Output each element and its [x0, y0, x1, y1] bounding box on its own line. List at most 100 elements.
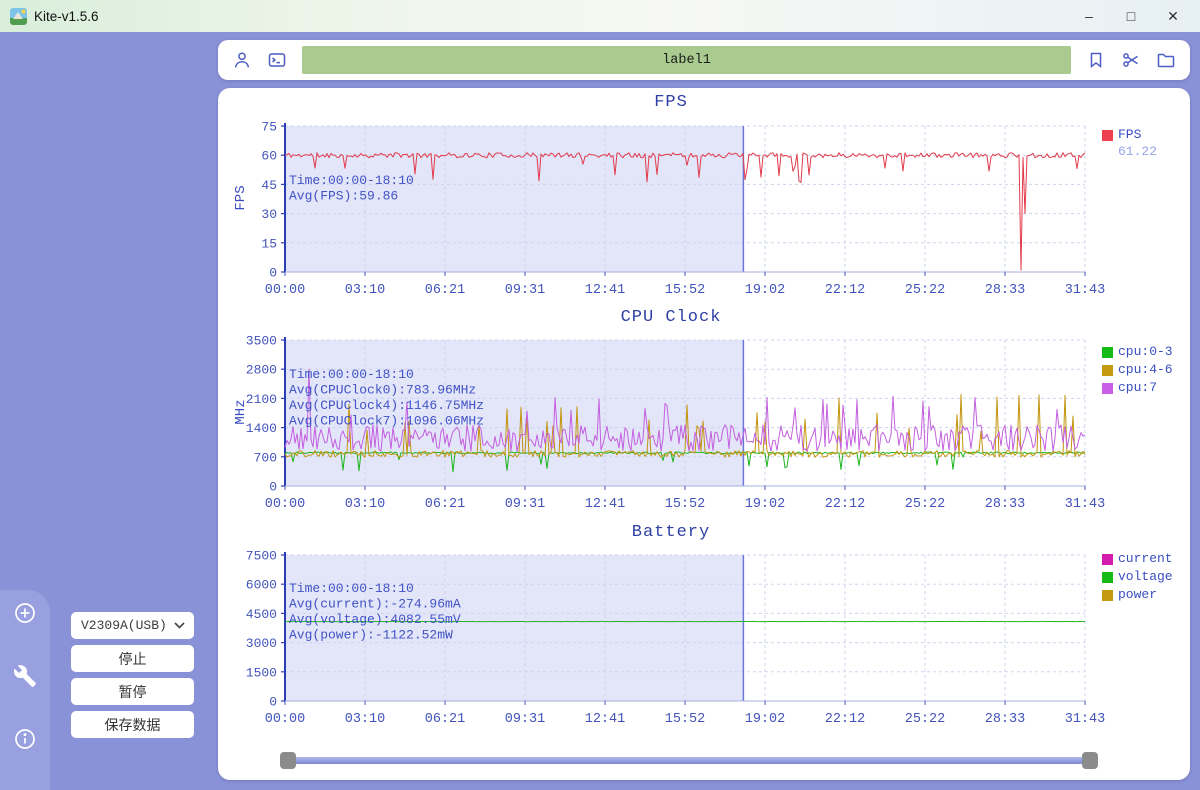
y-tick-label: 2100	[246, 392, 277, 407]
save-data-button[interactable]: 保存数据	[71, 711, 194, 738]
info-icon[interactable]	[13, 727, 37, 751]
bookmark-icon[interactable]	[1086, 50, 1106, 70]
device-select[interactable]: V2309A(USB)	[71, 612, 194, 639]
legend-swatch-icon	[1102, 590, 1113, 601]
y-tick-label: 0	[269, 695, 277, 710]
y-tick-label: 1500	[246, 665, 277, 680]
y-tick-label: 30	[261, 207, 277, 222]
slider-handle-right[interactable]	[1082, 752, 1098, 769]
x-tick-label: 06:21	[425, 497, 466, 512]
chart-annotation: Time:00:00-18:10	[289, 581, 414, 596]
time-range-slider	[280, 752, 1098, 770]
y-tick-label: 15	[261, 236, 277, 251]
titlebar: Kite-v1.5.6 – □ ✕	[0, 0, 1200, 32]
legend-label: power	[1118, 588, 1157, 602]
slider-handle-left[interactable]	[280, 752, 296, 769]
legend-label: cpu:4-6	[1118, 363, 1173, 377]
y-tick-label: 7500	[246, 549, 277, 564]
x-tick-label: 00:00	[265, 712, 306, 727]
x-tick-label: 31:43	[1065, 283, 1106, 298]
legend-label: FPS	[1118, 128, 1141, 142]
x-tick-label: 31:43	[1065, 497, 1106, 512]
x-tick-label: 03:10	[345, 283, 386, 298]
y-tick-label: 2800	[246, 363, 277, 378]
x-tick-label: 19:02	[745, 497, 786, 512]
x-tick-label: 03:10	[345, 712, 386, 727]
add-icon[interactable]	[13, 601, 37, 625]
close-button[interactable]: ✕	[1152, 1, 1194, 31]
chevron-down-icon	[174, 622, 185, 629]
x-tick-label: 12:41	[585, 497, 626, 512]
legend-item[interactable]: cpu:7	[1102, 381, 1190, 395]
x-tick-label: 09:31	[505, 712, 546, 727]
chart-annotation: Avg(FPS):59.86	[289, 189, 398, 204]
legend-swatch-icon	[1102, 383, 1113, 394]
chart-annotation: Avg(power):-1122.52mW	[289, 628, 453, 643]
x-tick-label: 22:12	[825, 497, 866, 512]
fps-chart-title: FPS	[226, 93, 1116, 112]
chart-annotation: Avg(CPUClock0):783.96MHz	[289, 383, 476, 398]
y-tick-label: 6000	[246, 578, 277, 593]
fps-chart[interactable]: 0153045607500:0003:1006:2109:3112:4115:5…	[226, 120, 1116, 298]
legend-label: cpu:0-3	[1118, 345, 1173, 359]
legend-label: current	[1118, 552, 1173, 566]
y-tick-label: 75	[261, 120, 277, 135]
legend-label: cpu:7	[1118, 381, 1157, 395]
x-tick-label: 00:00	[265, 283, 306, 298]
legend-swatch-icon	[1102, 554, 1113, 565]
legend-swatch-icon	[1102, 365, 1113, 376]
x-tick-label: 12:41	[585, 283, 626, 298]
x-tick-label: 31:43	[1065, 712, 1106, 727]
cpu-clock-chart[interactable]: 0700140021002800350000:0003:1006:2109:31…	[226, 334, 1116, 512]
terminal-icon[interactable]	[267, 50, 287, 70]
legend-swatch-icon	[1102, 130, 1113, 141]
x-tick-label: 19:02	[745, 283, 786, 298]
app-logo-icon	[10, 8, 27, 25]
x-tick-label: 19:02	[745, 712, 786, 727]
x-tick-label: 28:33	[985, 712, 1026, 727]
battery-chart[interactable]: 0 1500 3000 4500 6000 7500 00:00 03:10 06:21 09:3…	[226, 549, 1116, 727]
legend-item[interactable]: FPS	[1102, 128, 1190, 142]
chart-annotation: Avg(CPUClock7):1096.06MHz	[289, 414, 484, 429]
fps-legend: FPS 61.22	[1102, 128, 1190, 163]
pause-button[interactable]: 暂停	[71, 678, 194, 705]
x-tick-label: 03:10	[345, 497, 386, 512]
slider-track[interactable]	[282, 757, 1096, 764]
legend-item[interactable]: cpu:0-3	[1102, 345, 1190, 359]
x-tick-label: 12:41	[585, 712, 626, 727]
y-tick-label: 4500	[246, 607, 277, 622]
legend-item[interactable]: voltage	[1102, 570, 1190, 584]
battery-chart-title: Battery	[226, 523, 1116, 542]
cpu-chart-title: CPU Clock	[226, 308, 1116, 327]
chart-annotation: Avg(voltage):4082.55mV	[289, 612, 461, 627]
stop-button[interactable]: 停止	[71, 645, 194, 672]
toolbar: label1	[218, 40, 1190, 80]
legend-current-value: 61.22	[1118, 144, 1190, 159]
legend-item[interactable]: current	[1102, 552, 1190, 566]
legend-label: voltage	[1118, 570, 1173, 584]
x-tick-label: 06:21	[425, 712, 466, 727]
legend-item[interactable]: power	[1102, 588, 1190, 602]
label-input[interactable]: label1	[302, 46, 1071, 74]
y-tick-label: 45	[261, 178, 277, 193]
user-icon[interactable]	[232, 50, 252, 70]
minimize-button[interactable]: –	[1068, 1, 1110, 31]
x-tick-label: 25:22	[905, 712, 946, 727]
chart-annotation: Avg(current):-274.96mA	[289, 597, 461, 612]
charts-panel: FPS FPS 0 15 30 45 60 75 00:00 03:10 06:21 09:31 1…	[218, 88, 1190, 780]
x-tick-label: 15:52	[665, 283, 706, 298]
y-tick-label: 3000	[246, 636, 277, 651]
chart-annotation: Time:00:00-18:10	[289, 367, 414, 382]
maximize-button[interactable]: □	[1110, 1, 1152, 31]
chart-annotation: Time:00:00-18:10	[289, 173, 414, 188]
x-tick-label: 15:52	[665, 712, 706, 727]
y-tick-label: 60	[261, 149, 277, 164]
x-tick-label: 15:52	[665, 497, 706, 512]
x-tick-label: 25:22	[905, 283, 946, 298]
battery-legend: current voltage power	[1102, 552, 1190, 606]
wrench-icon[interactable]	[13, 664, 37, 688]
legend-item[interactable]: cpu:4-6	[1102, 363, 1190, 377]
folder-icon[interactable]	[1156, 50, 1176, 70]
scissors-icon[interactable]	[1121, 50, 1141, 70]
sidebar-icon-rail	[0, 590, 50, 790]
